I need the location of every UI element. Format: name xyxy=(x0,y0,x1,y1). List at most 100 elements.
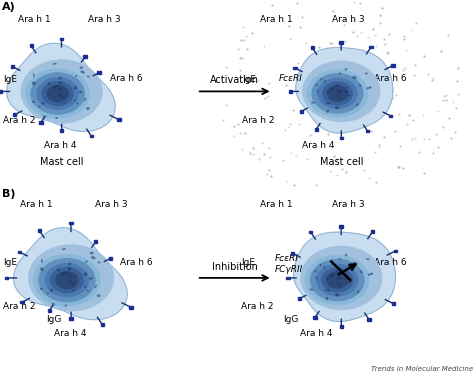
Bar xyxy=(109,257,112,260)
Text: Ara h 1: Ara h 1 xyxy=(18,15,51,24)
Ellipse shape xyxy=(330,274,334,277)
Ellipse shape xyxy=(325,289,328,291)
Bar xyxy=(18,251,21,253)
Ellipse shape xyxy=(40,267,44,271)
Text: Ara h 2: Ara h 2 xyxy=(242,116,274,125)
Ellipse shape xyxy=(68,281,71,283)
Ellipse shape xyxy=(79,91,82,93)
Ellipse shape xyxy=(84,272,87,276)
Text: Ara h 2: Ara h 2 xyxy=(241,302,273,311)
Ellipse shape xyxy=(336,84,338,87)
Ellipse shape xyxy=(89,277,93,280)
Polygon shape xyxy=(293,232,395,322)
Ellipse shape xyxy=(337,90,340,93)
Ellipse shape xyxy=(60,92,62,95)
Text: Trends in Molecular Medicine: Trends in Molecular Medicine xyxy=(371,366,473,372)
Ellipse shape xyxy=(74,100,76,101)
Text: A): A) xyxy=(2,2,16,12)
Ellipse shape xyxy=(68,263,71,265)
Bar xyxy=(367,318,371,321)
Ellipse shape xyxy=(87,289,89,291)
Ellipse shape xyxy=(59,94,62,97)
Text: IgG: IgG xyxy=(46,314,62,323)
Ellipse shape xyxy=(32,101,35,103)
Bar xyxy=(48,309,51,311)
Bar xyxy=(13,113,17,116)
Bar xyxy=(60,129,64,132)
Ellipse shape xyxy=(326,277,328,280)
Bar xyxy=(37,229,41,232)
Bar xyxy=(313,316,317,319)
Text: Ara h 4: Ara h 4 xyxy=(45,141,77,150)
Ellipse shape xyxy=(56,269,60,271)
Text: IgE: IgE xyxy=(241,258,255,267)
Ellipse shape xyxy=(55,86,59,87)
Ellipse shape xyxy=(91,256,96,259)
Ellipse shape xyxy=(53,86,56,89)
Ellipse shape xyxy=(76,103,79,104)
Text: Activation: Activation xyxy=(210,75,259,85)
Ellipse shape xyxy=(347,282,352,283)
Ellipse shape xyxy=(73,86,77,90)
Text: IgE: IgE xyxy=(242,75,256,84)
Bar xyxy=(340,137,343,140)
Text: IgG: IgG xyxy=(283,314,299,323)
Ellipse shape xyxy=(28,244,114,311)
Ellipse shape xyxy=(95,285,97,288)
Text: Ara h 6: Ara h 6 xyxy=(374,74,407,83)
Bar xyxy=(20,301,24,303)
Ellipse shape xyxy=(320,78,322,80)
Ellipse shape xyxy=(55,271,79,289)
Ellipse shape xyxy=(62,272,65,275)
Ellipse shape xyxy=(319,264,321,266)
Ellipse shape xyxy=(337,281,339,283)
Bar xyxy=(0,90,2,93)
Bar xyxy=(389,115,392,117)
Ellipse shape xyxy=(41,259,43,263)
Ellipse shape xyxy=(326,110,329,113)
Ellipse shape xyxy=(86,107,90,110)
Ellipse shape xyxy=(50,289,53,292)
Ellipse shape xyxy=(62,95,65,99)
Bar xyxy=(60,38,63,40)
Text: IgE: IgE xyxy=(3,258,18,267)
Bar xyxy=(129,306,133,309)
Ellipse shape xyxy=(53,63,57,65)
Ellipse shape xyxy=(345,68,347,70)
Ellipse shape xyxy=(47,83,51,85)
Text: Mast cell: Mast cell xyxy=(40,157,83,167)
Ellipse shape xyxy=(310,259,365,301)
Ellipse shape xyxy=(97,261,100,263)
Bar xyxy=(90,135,93,137)
Ellipse shape xyxy=(41,81,74,106)
Text: Ara h 4: Ara h 4 xyxy=(302,141,335,150)
Bar xyxy=(100,323,104,326)
Ellipse shape xyxy=(33,254,101,306)
Ellipse shape xyxy=(300,246,383,310)
Ellipse shape xyxy=(352,76,357,79)
Ellipse shape xyxy=(322,81,353,106)
Ellipse shape xyxy=(311,101,315,104)
Ellipse shape xyxy=(84,98,86,101)
Ellipse shape xyxy=(85,260,88,263)
Ellipse shape xyxy=(30,72,85,115)
Bar xyxy=(291,252,294,255)
Ellipse shape xyxy=(345,91,349,94)
Bar xyxy=(70,317,73,320)
Text: FcεRI: FcεRI xyxy=(275,254,299,263)
Bar xyxy=(97,72,100,74)
Ellipse shape xyxy=(315,276,317,279)
Ellipse shape xyxy=(346,95,351,96)
Bar xyxy=(293,67,297,69)
Ellipse shape xyxy=(327,91,329,93)
Bar xyxy=(117,118,120,121)
Ellipse shape xyxy=(46,85,69,102)
Ellipse shape xyxy=(38,106,41,107)
Ellipse shape xyxy=(41,102,44,105)
Ellipse shape xyxy=(357,290,359,294)
Ellipse shape xyxy=(368,273,371,276)
Bar xyxy=(339,225,343,228)
Bar xyxy=(289,90,292,93)
Ellipse shape xyxy=(72,282,74,286)
Ellipse shape xyxy=(43,115,46,117)
